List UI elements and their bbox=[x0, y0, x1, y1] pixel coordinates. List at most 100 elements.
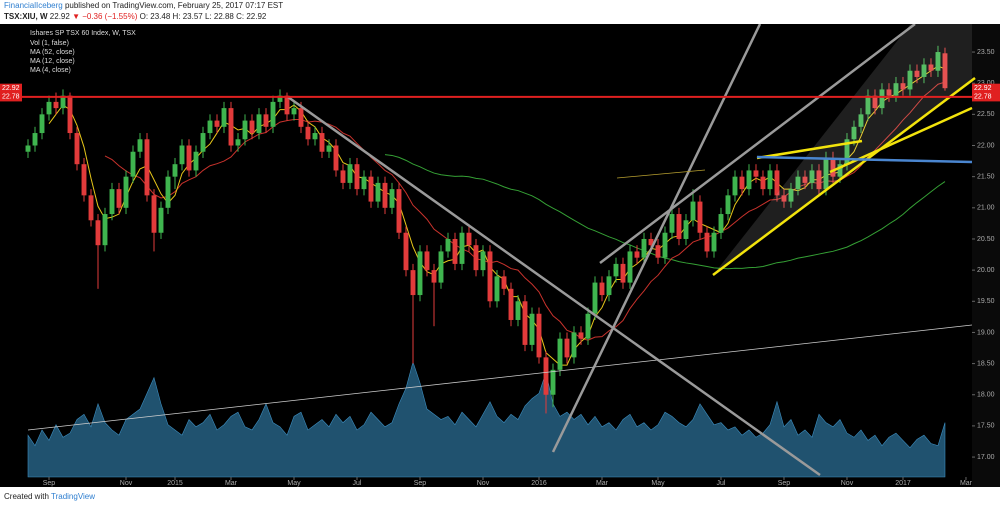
candle-body bbox=[690, 201, 696, 221]
candle-body bbox=[116, 189, 122, 208]
brand[interactable]: TradingView bbox=[51, 492, 96, 501]
candle-body bbox=[179, 145, 185, 165]
candle-body bbox=[795, 176, 801, 190]
x-tick-label: 2017 bbox=[895, 480, 911, 487]
candle-body bbox=[172, 164, 178, 177]
y-tick-label: 18.00 bbox=[977, 392, 995, 399]
candle-body bbox=[760, 176, 766, 190]
candle-body bbox=[893, 83, 899, 96]
price-tag-label: 22.92 bbox=[974, 85, 992, 92]
candle-body bbox=[515, 301, 521, 320]
candle-body bbox=[263, 114, 269, 127]
published: published on TradingView.com, February 2… bbox=[64, 1, 284, 10]
candle-body bbox=[137, 139, 143, 152]
candle-body bbox=[165, 176, 171, 208]
candle-body bbox=[396, 189, 402, 233]
x-tick-label: Nov bbox=[841, 480, 854, 487]
x-tick-label: Mar bbox=[960, 480, 973, 487]
candle-body bbox=[529, 313, 535, 345]
candle-body bbox=[683, 220, 689, 239]
candle-body bbox=[767, 170, 773, 190]
legend-entry: MA (4, close) bbox=[30, 67, 71, 74]
candle-body bbox=[235, 139, 241, 146]
candle-body bbox=[928, 64, 934, 71]
trend-line bbox=[287, 95, 821, 477]
candle-body bbox=[60, 95, 66, 109]
candle-body bbox=[851, 126, 857, 140]
candle-body bbox=[39, 114, 45, 134]
trend-line bbox=[616, 169, 706, 179]
candle-body bbox=[438, 251, 444, 283]
trend-line bbox=[27, 324, 973, 431]
candle-body bbox=[753, 170, 759, 177]
x-tick-label: Nov bbox=[477, 480, 490, 487]
publish-line: FinancialIceberg published on TradingVie… bbox=[4, 1, 283, 10]
candle-body bbox=[256, 114, 262, 134]
trend-line bbox=[551, 24, 762, 453]
chart-title: Ishares SP TSX 60 Index, W, TSX bbox=[30, 30, 136, 37]
candle-body bbox=[95, 220, 101, 246]
candle-body bbox=[627, 251, 633, 283]
y-tick-label: 23.50 bbox=[977, 49, 995, 56]
candle-body bbox=[732, 176, 738, 196]
y-tick-label: 19.00 bbox=[977, 329, 995, 336]
trend-line bbox=[756, 155, 973, 164]
candle-body bbox=[571, 332, 577, 358]
candle-body bbox=[935, 52, 941, 71]
candle-body bbox=[522, 301, 528, 345]
channel-shade bbox=[713, 24, 972, 275]
candle-body bbox=[557, 338, 563, 370]
price-tag bbox=[972, 92, 1000, 102]
candle-body bbox=[361, 176, 367, 190]
symbol: TSX:XIU, W bbox=[4, 12, 48, 21]
price-tag-label: 22.78 bbox=[974, 94, 992, 101]
candle-body bbox=[536, 313, 542, 358]
candle-body bbox=[725, 195, 731, 215]
candle-body bbox=[879, 89, 885, 109]
candle-body bbox=[158, 207, 164, 233]
y-tick-label: 20.00 bbox=[977, 267, 995, 274]
candle-body bbox=[144, 139, 150, 196]
candle-body bbox=[613, 263, 619, 277]
created: Created with bbox=[4, 492, 49, 501]
candle-body bbox=[697, 201, 703, 233]
candle-body bbox=[214, 120, 220, 127]
candle-body bbox=[823, 157, 829, 190]
chart: 17.00 17.50 18.00 18.50 19.00 19.50 20.00 20.50… bbox=[0, 24, 1000, 487]
candle-body bbox=[494, 276, 500, 302]
candle-body bbox=[774, 170, 780, 196]
candle-body bbox=[340, 170, 346, 183]
candle-body bbox=[564, 338, 570, 358]
candle-body bbox=[599, 282, 605, 296]
price-tag-label: 22.92 bbox=[2, 85, 20, 92]
candle-body bbox=[249, 120, 255, 134]
candle-body bbox=[221, 108, 227, 127]
price-tag bbox=[972, 83, 1000, 93]
x-tick-label: Sep bbox=[778, 480, 791, 487]
author[interactable]: FinancialIceberg bbox=[4, 1, 63, 10]
candle-body bbox=[739, 176, 745, 190]
candle-body bbox=[417, 251, 423, 296]
volume-area bbox=[27, 360, 946, 478]
candle-body bbox=[46, 101, 52, 115]
candle-body bbox=[634, 251, 640, 258]
candle-body bbox=[123, 176, 129, 208]
y-tick-label: 18.50 bbox=[977, 360, 995, 367]
credit: Created with TradingView bbox=[4, 492, 95, 501]
candle-body bbox=[781, 195, 787, 202]
candle-body bbox=[648, 238, 654, 246]
candle-body bbox=[844, 139, 850, 165]
candle-body bbox=[67, 95, 73, 134]
candle-body bbox=[277, 95, 283, 102]
candle-body bbox=[333, 145, 339, 171]
candle-body bbox=[543, 357, 549, 395]
candle-body bbox=[655, 245, 661, 258]
candle-body bbox=[375, 182, 381, 202]
candle-body bbox=[347, 164, 353, 183]
candle-body bbox=[186, 145, 192, 171]
candle-body bbox=[130, 151, 136, 177]
y-tick-label: 17.00 bbox=[977, 454, 995, 461]
trend-line bbox=[599, 24, 916, 264]
x-tick-label: Sep bbox=[43, 480, 56, 487]
